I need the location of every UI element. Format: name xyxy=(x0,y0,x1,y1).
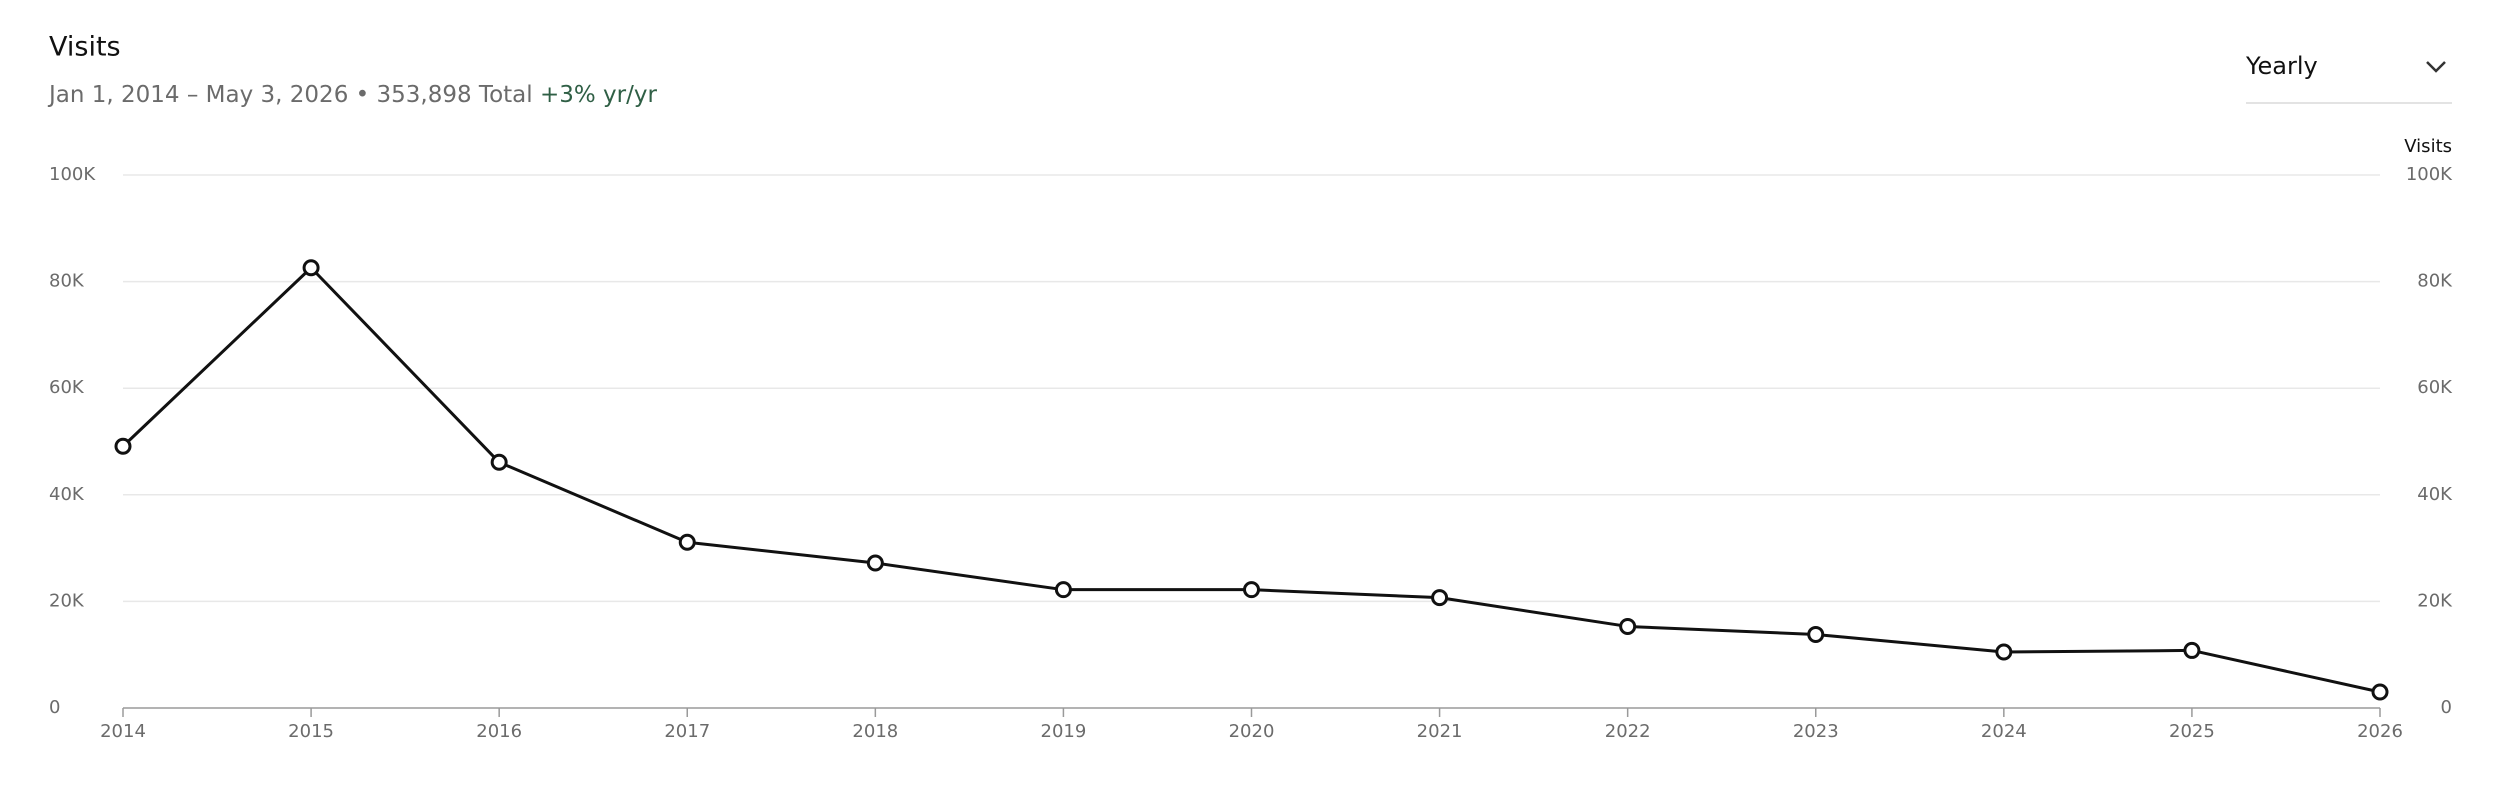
x-tick-label: 2016 xyxy=(476,721,522,742)
x-tick-label: 2018 xyxy=(852,721,898,742)
chart-subtitle: Jan 1, 2014 – May 3, 2026 • 353,898 Tota… xyxy=(47,82,657,108)
x-tick-label: 2015 xyxy=(288,721,334,742)
y2-tick-label: 0 xyxy=(2441,697,2452,718)
change-text: +3% yr/yr xyxy=(540,82,657,108)
y-tick-label: 100K xyxy=(49,164,96,185)
x-tick-label: 2020 xyxy=(1229,721,1275,742)
y2-tick-label: 40K xyxy=(2417,484,2453,505)
x-tick-label: 2021 xyxy=(1417,721,1463,742)
subtitle-text: Jan 1, 2014 – May 3, 2026 • 353,898 Tota… xyxy=(47,82,533,108)
y2-axis-title: Visits xyxy=(2404,136,2452,157)
y-tick-label: 60K xyxy=(49,377,85,398)
y-tick-label: 40K xyxy=(49,484,85,505)
x-tick-label: 2014 xyxy=(100,721,146,742)
data-point xyxy=(678,533,696,551)
x-tick-label: 2023 xyxy=(1793,721,1839,742)
data-point xyxy=(1995,643,2013,661)
chart-title: Visits xyxy=(49,32,121,63)
data-point xyxy=(302,259,320,277)
y-tick-label: 20K xyxy=(49,590,85,611)
data-point xyxy=(1431,589,1449,607)
data-point xyxy=(114,437,132,455)
data-point xyxy=(1807,625,1825,643)
data-point xyxy=(490,453,508,471)
y-tick-label: 0 xyxy=(49,697,60,718)
y2-tick-label: 60K xyxy=(2417,377,2453,398)
x-tick-label: 2022 xyxy=(1605,721,1651,742)
dropdown-label[interactable]: Yearly xyxy=(2245,52,2318,80)
data-line xyxy=(121,266,2381,694)
y2-tick-label: 20K xyxy=(2417,590,2453,611)
y-tick-label: 80K xyxy=(49,271,85,292)
y2-tick-label: 80K xyxy=(2417,271,2453,292)
data-point xyxy=(1054,581,1072,599)
data-point xyxy=(866,554,884,572)
period-dropdown[interactable]: Yearly xyxy=(2245,52,2452,104)
y2-tick-label: 100K xyxy=(2406,164,2453,185)
x-tick-label: 2024 xyxy=(1981,721,2027,742)
x-tick-label: 2019 xyxy=(1041,721,1087,742)
x-tick-label: 2017 xyxy=(664,721,710,742)
data-point xyxy=(1619,617,1637,635)
data-point xyxy=(2371,683,2389,701)
data-point xyxy=(1243,581,1260,599)
data-point xyxy=(2183,641,2201,659)
x-tick-label: 2025 xyxy=(2169,721,2215,742)
dropdown-chevron[interactable] xyxy=(2426,61,2446,73)
x-tick-label: 2026 xyxy=(2357,721,2403,742)
